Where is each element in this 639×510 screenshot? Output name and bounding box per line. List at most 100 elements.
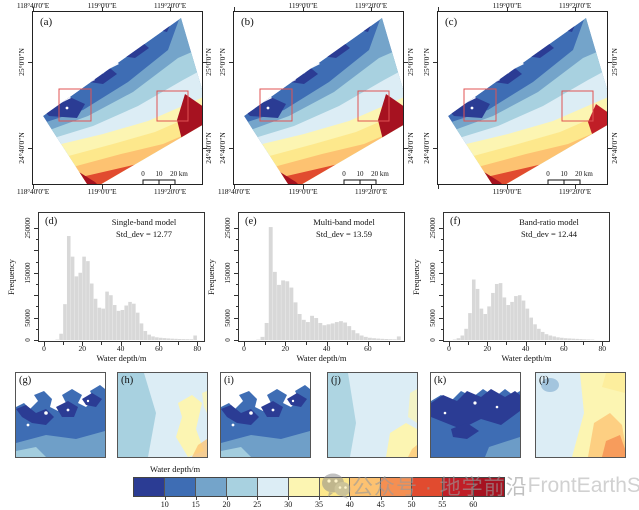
hist-ytick-label: 250000 <box>24 217 32 239</box>
map-tick-bottom <box>371 185 372 189</box>
hist-ytick <box>234 295 238 297</box>
hist-xtick-label: 40 <box>521 344 530 353</box>
colorbar-tick-label: 60 <box>469 500 478 509</box>
study-box-right <box>156 90 189 122</box>
map-tick-bottom <box>234 185 235 189</box>
hist-ytick <box>235 284 238 285</box>
small-panel-k <box>430 372 521 458</box>
hist-ytick <box>34 250 38 252</box>
hist-xtick-minor <box>101 342 103 345</box>
colorbar-tick <box>288 497 290 500</box>
hist-ytick <box>234 228 238 229</box>
hist-xtick-minor <box>468 342 470 345</box>
hist-xtick <box>449 342 450 346</box>
map-c-top-lon-1: 119°20'0"E <box>558 1 592 10</box>
small-map-art <box>118 373 207 457</box>
hist-xtick <box>525 342 527 346</box>
map-tick-right <box>203 148 207 149</box>
map-art: 0 10 20 km <box>43 18 202 184</box>
hist-xtick <box>82 342 84 346</box>
watermark-text-en: FrontEarthSci <box>527 474 639 497</box>
colorbar-segment <box>226 478 258 496</box>
hist-ytick-label: 50000 <box>24 308 32 327</box>
hist-e-stddev: Std_dev = 13.59 <box>315 229 373 239</box>
hist-ytick <box>34 272 38 274</box>
small-panel-l-label: (l) <box>539 375 549 386</box>
hist-xtick-minor <box>178 342 179 345</box>
colorbar-tick <box>380 497 382 500</box>
map-tick-bottom <box>438 185 439 189</box>
hist-ytick <box>439 228 443 229</box>
hist-xtick-label: 60 <box>155 344 163 353</box>
map-tick-left <box>433 148 437 149</box>
small-panel-g-label: (g) <box>19 375 32 386</box>
hist-e-title: Multi-band model <box>313 217 375 227</box>
hist-ytick <box>234 340 238 341</box>
colorbar-label: Water depth/m <box>150 464 201 474</box>
hist-xtick <box>563 342 565 346</box>
svg-text:0: 0 <box>546 170 550 178</box>
hist-xtick-minor <box>544 342 546 345</box>
hist-ytick <box>34 228 38 229</box>
map-tick-top <box>234 7 235 11</box>
map-tick-left <box>229 62 233 63</box>
map-tick-left <box>28 148 32 149</box>
hist-ytick <box>34 340 38 341</box>
hist-ytick <box>235 239 238 241</box>
study-box-left <box>58 88 92 122</box>
study-box-left <box>463 88 497 122</box>
study-box-right <box>357 90 390 122</box>
map-b-bot-lon-2: 119°20'0"E <box>354 187 388 196</box>
svg-text:20 km: 20 km <box>371 170 389 178</box>
hist-d-xlabel: Water depth/m <box>96 353 147 363</box>
hist-ytick <box>439 295 443 297</box>
hist-f-title: Band-ratio model <box>519 217 579 227</box>
map-a-bot-lon-0: 118°40'0"E <box>16 187 50 196</box>
histogram-bars <box>452 279 595 340</box>
small-panel-l <box>535 372 626 458</box>
hist-xtick-minor <box>583 342 584 345</box>
small-panel-g <box>15 372 106 458</box>
small-panel-i <box>220 372 311 458</box>
map-a-left-lat-1: 24°40'0"N <box>17 132 26 164</box>
map-art: 0 10 20 km <box>244 18 403 184</box>
small-map-art <box>221 385 310 457</box>
hist-d-ylabel: Frequency <box>6 259 16 295</box>
hist-ytick-label: 150000 <box>429 262 437 284</box>
small-panel-i-label: (i) <box>224 375 234 386</box>
scale-bar: 0 10 20 km <box>141 170 188 184</box>
hist-ytick <box>439 250 443 252</box>
map-tick-left <box>433 62 437 63</box>
map-art: 0 10 20 km <box>448 18 607 184</box>
small-map-art <box>431 389 520 457</box>
hist-ytick <box>34 317 38 319</box>
hist-xtick <box>285 342 287 346</box>
map-c-left-lat-1: 24°40'0"N <box>422 132 431 164</box>
map-a-left-lat-0: 25°0'0"N <box>17 48 26 76</box>
colorbar-tick-label: 25 <box>253 500 262 509</box>
hist-ytick <box>35 239 38 241</box>
map-tick-right <box>404 62 408 63</box>
map-a-top-lon-2: 119°20'0"E <box>153 1 187 10</box>
colorbar-segment <box>350 478 382 496</box>
small-panel-j <box>327 372 418 458</box>
hist-f-ylabel: Frequency <box>411 259 421 295</box>
hist-ytick <box>440 261 443 263</box>
map-b-top-lon-0: 119°0'0"E <box>288 1 318 10</box>
hist-xtick <box>602 342 604 346</box>
colorbar-tick-label: 15 <box>191 500 200 509</box>
map-c-top-lon-0: 119°0'0"E <box>492 1 522 10</box>
watermark-text-cn: 公众号 · 地学前沿 <box>352 476 528 499</box>
hist-ytick <box>440 239 443 241</box>
hist-xtick-label: 0 <box>242 344 246 353</box>
hist-ytick-label: 50000 <box>429 308 437 327</box>
histogram-panel-e <box>238 212 405 342</box>
watermark: 公众号 · 地学前沿 FrontEarthSci <box>352 470 639 502</box>
scale-bar: 0 10 20 km <box>546 170 593 184</box>
map-tick-top <box>170 7 171 11</box>
hist-f-stddev: Std_dev = 12.44 <box>520 229 578 239</box>
hist-ytick-label: 250000 <box>429 217 437 239</box>
map-tick-top <box>33 7 34 11</box>
svg-text:0: 0 <box>342 170 346 178</box>
hist-xtick-minor <box>63 342 65 345</box>
